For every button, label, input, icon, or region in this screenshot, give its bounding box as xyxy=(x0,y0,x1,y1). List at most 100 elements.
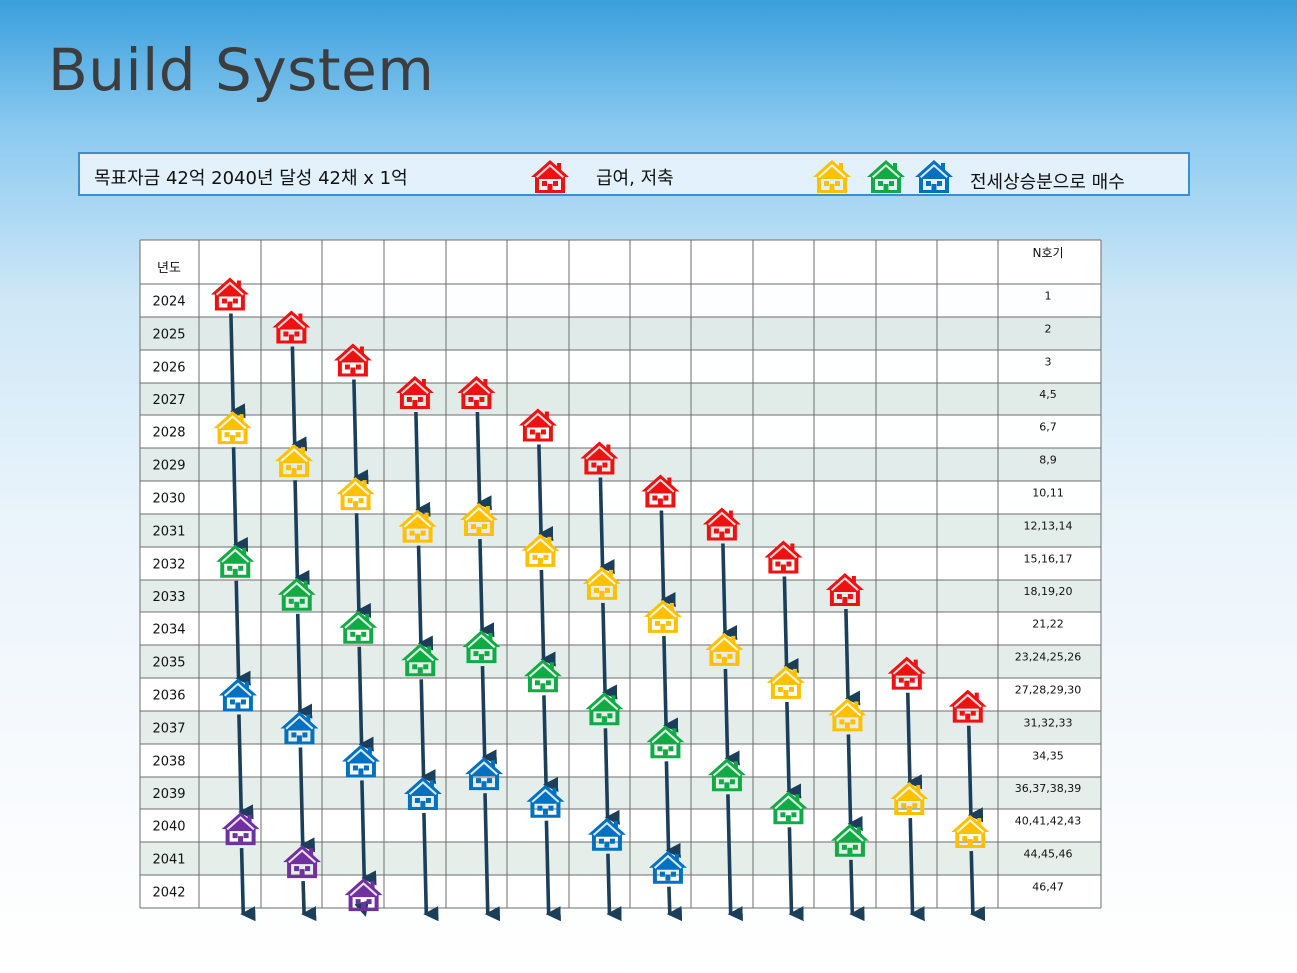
arrow-down-icon xyxy=(782,576,799,674)
arrow-down-icon xyxy=(414,411,431,517)
year-label: 2038 xyxy=(152,755,185,770)
arrow-down-icon xyxy=(659,510,676,608)
equity-legend-label: 전세상승분으로 매수 xyxy=(970,172,1125,193)
n-header: N호기 xyxy=(1032,246,1063,260)
arrow-down-icon xyxy=(295,613,313,719)
arrow-down-icon xyxy=(723,668,740,766)
table-row xyxy=(140,547,1101,580)
arrow-down-icon xyxy=(846,734,863,832)
arrow-down-icon xyxy=(357,646,374,752)
page-title: Build System xyxy=(48,36,435,104)
arrow-down-icon xyxy=(787,827,804,922)
arrow-down-icon xyxy=(726,794,743,922)
arrow-down-icon xyxy=(483,793,501,922)
arrow-down-icon xyxy=(237,714,254,820)
table-row xyxy=(140,350,1101,383)
year-label: 2026 xyxy=(152,361,185,376)
year-header: 년도 xyxy=(157,261,181,276)
arrow-down-icon xyxy=(908,818,925,922)
year-label: 2030 xyxy=(152,492,185,507)
table-row xyxy=(140,415,1101,448)
arrow-down-icon xyxy=(354,513,372,619)
arrow-down-icon xyxy=(721,543,738,641)
n-value: 4,5 xyxy=(1039,388,1057,401)
n-value: 15,16,17 xyxy=(1024,553,1073,566)
arrow-down-icon xyxy=(475,411,492,511)
table-row xyxy=(140,744,1101,777)
arrow-down-icon xyxy=(542,695,559,792)
arrow-down-icon xyxy=(539,569,556,667)
n-value: 6,7 xyxy=(1039,421,1057,434)
table-row xyxy=(140,481,1101,514)
arrow-down-icon xyxy=(664,761,681,858)
arrow-down-icon xyxy=(544,820,561,922)
arrow-down-icon xyxy=(969,851,986,922)
year-label: 2039 xyxy=(152,787,185,802)
n-value: 23,24,25,26 xyxy=(1015,651,1081,664)
n-value: 34,35 xyxy=(1032,750,1064,763)
arrow-down-icon xyxy=(293,480,310,586)
table-row xyxy=(140,383,1101,415)
goal-text: 목표자금 42억 2040년 달성 42채 x 1억 xyxy=(94,168,408,189)
year-label: 2037 xyxy=(152,722,185,737)
year-label: 2034 xyxy=(152,623,185,638)
arrow-down-icon xyxy=(966,725,984,823)
arrow-down-icon xyxy=(416,545,434,651)
n-value: 1 xyxy=(1045,290,1052,303)
year-label: 2024 xyxy=(152,295,185,310)
year-label: 2040 xyxy=(152,820,185,835)
arrow-down-icon xyxy=(537,444,554,542)
year-label: 2036 xyxy=(152,689,185,704)
year-label: 2033 xyxy=(152,590,185,605)
arrow-down-icon xyxy=(606,853,622,922)
arrow-down-icon xyxy=(785,701,802,799)
arrow-down-icon xyxy=(419,679,436,785)
n-value: 31,32,33 xyxy=(1024,717,1073,730)
arrow-down-icon xyxy=(598,477,615,575)
n-value: 12,13,14 xyxy=(1024,520,1073,533)
year-label: 2027 xyxy=(152,393,185,408)
year-label: 2041 xyxy=(152,853,185,868)
red-legend-label: 급여, 저축 xyxy=(596,168,674,189)
arrow-down-icon xyxy=(601,602,618,700)
arrow-down-icon xyxy=(234,580,251,686)
arrow-down-icon xyxy=(662,635,679,733)
table-row xyxy=(140,645,1101,678)
arrow-down-icon xyxy=(360,780,377,886)
table-row xyxy=(140,612,1101,645)
n-value: 3 xyxy=(1045,356,1052,369)
n-value: 44,45,46 xyxy=(1024,848,1073,861)
header-row xyxy=(140,240,1101,284)
arrow-down-icon xyxy=(603,728,620,825)
year-label: 2035 xyxy=(152,656,185,671)
arrow-down-icon xyxy=(229,313,246,419)
arrow-down-icon xyxy=(422,812,439,922)
year-label: 2029 xyxy=(152,459,185,474)
n-value: 18,19,20 xyxy=(1024,585,1073,598)
legend-box: 목표자금 42억 2040년 달성 42채 x 1억 급여, 저축 전세상승분으… xyxy=(78,152,1190,196)
arrow-down-icon xyxy=(849,859,865,922)
arrow-down-icon xyxy=(301,881,317,922)
n-value: 10,11 xyxy=(1032,487,1064,500)
arrow-down-icon xyxy=(352,379,369,485)
arrow-down-icon xyxy=(231,447,249,553)
year-label: 2042 xyxy=(152,886,185,901)
table-row xyxy=(140,284,1101,317)
n-value: 21,22 xyxy=(1032,618,1064,631)
n-value: 40,41,42,43 xyxy=(1015,815,1081,828)
arrow-down-icon xyxy=(480,666,497,765)
arrow-down-icon xyxy=(905,692,923,790)
arrow-down-icon xyxy=(239,848,256,922)
year-label: 2032 xyxy=(152,558,185,573)
year-label: 2031 xyxy=(152,525,185,540)
table-row xyxy=(140,777,1101,809)
arrow-down-icon xyxy=(290,346,307,452)
arrow-down-icon xyxy=(666,886,683,922)
n-value: 46,47 xyxy=(1032,881,1064,894)
n-value: 36,37,38,39 xyxy=(1015,782,1081,795)
arrow-down-icon xyxy=(844,608,861,706)
n-value: 2 xyxy=(1045,323,1052,336)
n-value: 27,28,29,30 xyxy=(1015,684,1081,697)
year-label: 2025 xyxy=(152,328,185,343)
